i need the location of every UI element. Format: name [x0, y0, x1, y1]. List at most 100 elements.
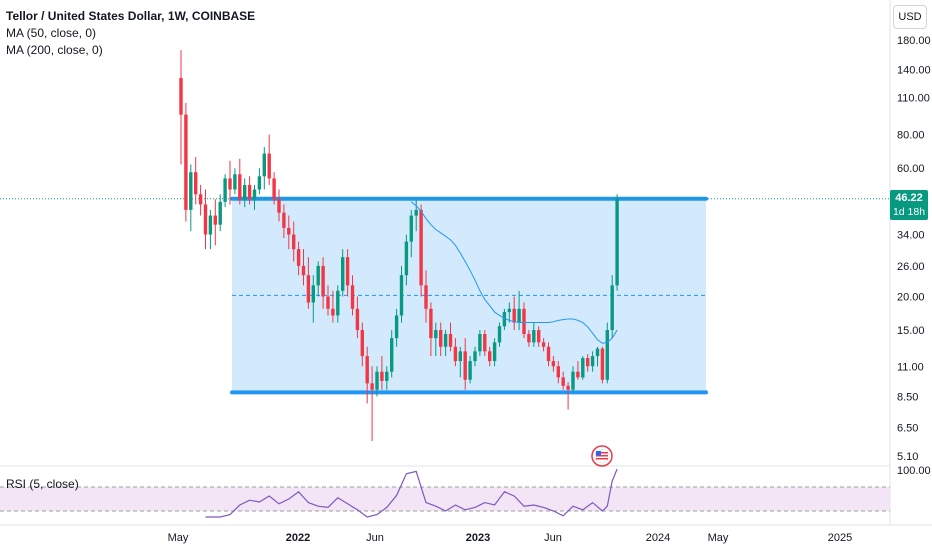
- candle-body: [365, 356, 369, 384]
- candle-body: [228, 178, 232, 190]
- ma200-legend[interactable]: MA (200, close, 0): [6, 43, 103, 57]
- candle-body: [488, 351, 492, 362]
- candle-body: [336, 290, 340, 316]
- candle-body: [551, 361, 556, 367]
- candle-body: [463, 351, 467, 380]
- y-tick-label: 6.50: [897, 423, 918, 435]
- candle-body: [316, 265, 320, 286]
- candle-body: [267, 153, 271, 179]
- candle-body: [341, 257, 345, 291]
- chart-legend: Tellor / United States Dollar, 1W, COINB…: [6, 8, 255, 59]
- ma50-legend[interactable]: MA (50, close, 0): [6, 26, 97, 40]
- candle-body: [296, 249, 301, 266]
- candle-body: [414, 209, 418, 216]
- candle-body: [546, 346, 551, 362]
- candle-body: [522, 308, 526, 335]
- moving-average-line: [410, 201, 618, 344]
- candle-body: [203, 204, 208, 235]
- candle-body: [458, 351, 462, 362]
- y-tick-label: 20.00: [897, 291, 925, 303]
- candle-body: [194, 172, 198, 195]
- x-tick-label: 2022: [286, 532, 310, 544]
- candle-body: [218, 201, 222, 225]
- y-tick-label: 180.00: [897, 35, 931, 47]
- symbol-title[interactable]: Tellor / United States Dollar, 1W, COINB…: [6, 9, 256, 23]
- y-tick-label: 110.00: [897, 92, 930, 104]
- y-tick-label: 15.00: [897, 325, 925, 337]
- candle-body: [292, 234, 296, 250]
- candle-body: [189, 172, 193, 210]
- candle-body: [576, 371, 580, 378]
- candle-body: [497, 326, 502, 343]
- candle-body: [243, 184, 247, 200]
- currency-button[interactable]: USD: [893, 5, 927, 29]
- candle-body: [502, 312, 507, 327]
- candle-body: [233, 174, 237, 190]
- candle-body: [610, 285, 614, 331]
- candle-body: [537, 330, 541, 343]
- candle-body: [345, 257, 350, 286]
- candle-body: [434, 330, 438, 339]
- y-axis: 180.00 140.00 110.00 80.00 60.00 34.00 26.00 20…: [897, 35, 931, 477]
- rsi-line: [205, 468, 618, 518]
- candle-body: [424, 285, 428, 309]
- rsi-legend[interactable]: RSI (5, close): [6, 477, 79, 491]
- x-tick-label: 2025: [828, 532, 852, 544]
- candle-body: [492, 342, 497, 362]
- y-tick-label: 60.00: [897, 163, 925, 175]
- y-tick-label: 80.00: [897, 130, 925, 142]
- candle-body: [473, 351, 477, 362]
- candle-body: [404, 241, 409, 276]
- candle-body: [385, 371, 389, 381]
- candle-body: [512, 308, 516, 323]
- candle-body: [287, 227, 291, 235]
- candle-body: [350, 285, 355, 309]
- y-tick-label: 8.50: [897, 391, 918, 403]
- x-tick-label: 2023: [466, 532, 490, 544]
- candle-body: [453, 346, 458, 362]
- candle-body: [527, 334, 531, 343]
- x-tick-label: 2024: [646, 532, 670, 544]
- y-tick-label: 26.00: [897, 261, 925, 273]
- candle-body: [605, 330, 609, 380]
- candle-body: [517, 308, 521, 323]
- candle-body: [532, 330, 536, 343]
- candle-body: [600, 348, 605, 380]
- last-price-tag: 46.22 1d 18h: [890, 190, 928, 220]
- candle-body: [566, 385, 570, 390]
- x-tick-label: May: [708, 532, 729, 544]
- y-tick-label: 11.00: [897, 361, 924, 373]
- y-tick-label: 34.00: [897, 230, 925, 242]
- candle-body: [331, 308, 335, 316]
- candle-body: [409, 215, 413, 242]
- candle-body: [213, 215, 217, 225]
- candle-body: [443, 334, 448, 347]
- candle-body: [272, 178, 276, 200]
- candle-body: [581, 358, 585, 378]
- candle-body: [380, 371, 384, 381]
- candle-body: [198, 194, 203, 205]
- candle-body: [301, 265, 306, 276]
- candle-body: [311, 285, 315, 303]
- candle-body: [238, 174, 242, 200]
- rsi-band: [0, 487, 890, 511]
- candle-body: [507, 308, 511, 313]
- candle-body: [277, 199, 281, 213]
- candle-body: [375, 371, 379, 390]
- candle-body: [370, 383, 374, 390]
- candle-body: [179, 77, 183, 115]
- candle-body: [262, 153, 266, 177]
- candle-body: [541, 342, 546, 347]
- us-flag-icon[interactable]: [591, 445, 613, 467]
- bar-countdown: 1d 18h: [892, 206, 926, 218]
- candle-body: [252, 189, 257, 200]
- candle-body: [590, 356, 595, 367]
- last-price-value: 46.22: [895, 192, 923, 204]
- x-tick-label: May: [168, 532, 189, 544]
- candle-body: [390, 338, 394, 372]
- candle-body: [223, 178, 227, 202]
- candle-body: [556, 366, 560, 378]
- candle-body: [257, 176, 262, 190]
- y-tick-label: 140.00: [897, 64, 931, 76]
